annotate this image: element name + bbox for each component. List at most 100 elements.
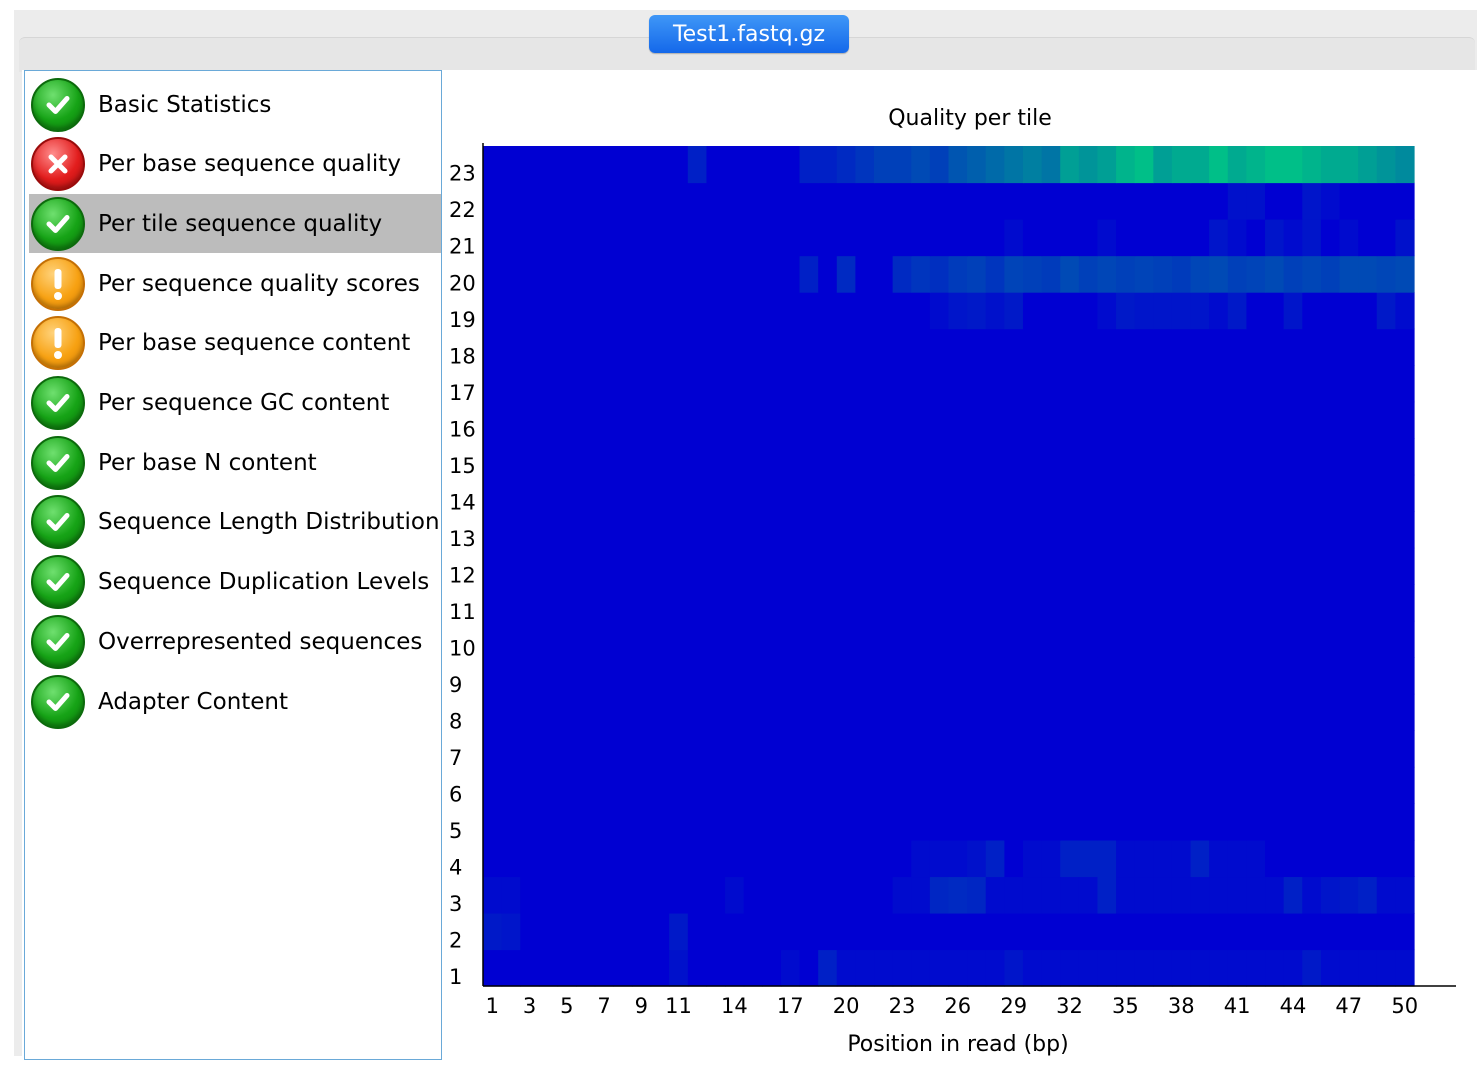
heatmap-cell bbox=[1246, 584, 1266, 622]
heatmap-cell bbox=[706, 474, 726, 512]
heatmap-cell bbox=[911, 292, 931, 330]
heatmap-cell bbox=[576, 401, 596, 439]
heatmap-cell bbox=[855, 182, 875, 220]
heatmap-cell bbox=[1376, 620, 1396, 658]
heatmap-cell bbox=[967, 949, 987, 987]
y-tick-label: 6 bbox=[449, 783, 462, 807]
heatmap-cell bbox=[1078, 839, 1099, 878]
heatmap-cell bbox=[520, 584, 540, 622]
heatmap-cell bbox=[520, 511, 540, 549]
heatmap-cell bbox=[1376, 219, 1396, 257]
heatmap-cell bbox=[818, 584, 838, 622]
heatmap-cell bbox=[1339, 328, 1359, 366]
heatmap-cell bbox=[818, 365, 838, 403]
heatmap-cell bbox=[1320, 730, 1341, 768]
module-item-sequence-duplication-levels[interactable]: Sequence Duplication Levels bbox=[29, 553, 441, 612]
y-tick-label: 2 bbox=[449, 929, 462, 953]
heatmap-cell bbox=[669, 657, 689, 695]
heatmap-cell bbox=[483, 474, 503, 512]
heatmap-cell bbox=[1265, 839, 1285, 878]
heatmap-cell bbox=[1283, 803, 1303, 841]
heatmap-cell bbox=[836, 620, 856, 658]
heatmap-cell bbox=[687, 511, 708, 549]
heatmap-cell bbox=[1190, 839, 1210, 878]
heatmap-cell bbox=[1376, 547, 1396, 585]
heatmap-cell bbox=[1134, 876, 1154, 914]
heatmap-cell bbox=[725, 182, 745, 220]
heatmap-cell bbox=[1320, 365, 1341, 403]
heatmap-cell bbox=[967, 182, 987, 220]
heatmap-cell bbox=[538, 584, 559, 622]
heatmap-cell bbox=[1078, 730, 1099, 768]
heatmap-cell bbox=[631, 912, 652, 951]
heatmap-cell bbox=[1060, 766, 1080, 804]
heatmap-cell bbox=[1395, 766, 1415, 804]
module-item-sequence-length-distribution[interactable]: Sequence Length Distribution bbox=[29, 493, 441, 552]
heatmap-cell bbox=[631, 839, 652, 878]
heatmap-cell bbox=[1171, 511, 1192, 549]
heatmap-cell bbox=[743, 876, 763, 914]
module-item-per-base-sequence-quality[interactable]: Per base sequence quality bbox=[29, 135, 441, 194]
heatmap-cell bbox=[1339, 693, 1359, 731]
heatmap-cell bbox=[985, 730, 1005, 768]
heatmap-cell bbox=[1078, 365, 1099, 403]
heatmap-cell bbox=[911, 328, 931, 366]
heatmap-cell bbox=[631, 182, 652, 220]
module-item-per-sequence-quality-scores[interactable]: Per sequence quality scores bbox=[29, 254, 441, 313]
heatmap-cell bbox=[576, 584, 596, 622]
tab-file[interactable]: Test1.fastq.gz bbox=[649, 15, 849, 53]
x-axis-label: Position in read (bp) bbox=[847, 1032, 1068, 1057]
heatmap-cell bbox=[892, 474, 912, 512]
heatmap-cell bbox=[1320, 657, 1341, 695]
heatmap-cell bbox=[892, 584, 912, 622]
heatmap-cell bbox=[1227, 657, 1248, 695]
heatmap-cell bbox=[836, 547, 856, 585]
heatmap-cell bbox=[1078, 949, 1099, 987]
heatmap-cell bbox=[799, 547, 819, 585]
heatmap-cell bbox=[1339, 766, 1359, 804]
module-item-adapter-content[interactable]: Adapter Content bbox=[29, 672, 441, 731]
heatmap-cell bbox=[483, 912, 503, 951]
x-tick-label: 35 bbox=[1112, 994, 1139, 1018]
heatmap-cell bbox=[650, 657, 670, 695]
heatmap-cell bbox=[1153, 839, 1173, 878]
heatmap-cell bbox=[762, 438, 782, 476]
heatmap-cell bbox=[1004, 949, 1024, 987]
heatmap-cell bbox=[1376, 876, 1396, 914]
heatmap-cell bbox=[725, 219, 745, 257]
module-item-per-tile-sequence-quality[interactable]: Per tile sequence quality bbox=[29, 194, 441, 254]
heatmap-cell bbox=[1190, 474, 1210, 512]
heatmap-cell bbox=[1134, 146, 1154, 184]
module-item-per-base-sequence-content[interactable]: Per base sequence content bbox=[29, 314, 441, 373]
heatmap-cell bbox=[1376, 328, 1396, 366]
heatmap-cell bbox=[985, 182, 1005, 220]
heatmap-cell bbox=[1097, 949, 1117, 987]
heatmap-cell bbox=[1022, 292, 1043, 330]
module-item-basic-statistics[interactable]: Basic Statistics bbox=[29, 75, 441, 134]
heatmap-cell bbox=[650, 839, 670, 878]
heatmap-cell bbox=[836, 803, 856, 841]
heatmap-cell bbox=[1302, 949, 1322, 987]
heatmap-cell bbox=[1209, 438, 1229, 476]
heatmap-cell bbox=[1339, 182, 1359, 220]
heatmap-cell bbox=[818, 328, 838, 366]
heatmap-cell bbox=[892, 803, 912, 841]
heatmap-cell bbox=[818, 255, 838, 293]
heatmap-cell bbox=[1339, 547, 1359, 585]
heatmap-cell bbox=[650, 803, 670, 841]
heatmap-cell bbox=[1060, 803, 1080, 841]
module-item-per-sequence-gc-content[interactable]: Per sequence GC content bbox=[29, 374, 441, 433]
y-tick-label: 1 bbox=[449, 965, 462, 989]
module-item-overrepresented-sequences[interactable]: Overrepresented sequences bbox=[29, 612, 441, 671]
heatmap-cell bbox=[780, 839, 801, 878]
heatmap-cell bbox=[1395, 949, 1415, 987]
heatmap-cell bbox=[967, 146, 987, 184]
heatmap-cell bbox=[1004, 766, 1024, 804]
module-item-per-base-n-content[interactable]: Per base N content bbox=[29, 433, 441, 492]
y-tick-label: 3 bbox=[449, 892, 462, 916]
heatmap-cell bbox=[985, 693, 1005, 731]
heatmap-cell bbox=[985, 839, 1005, 878]
x-tick-label: 26 bbox=[944, 994, 971, 1018]
heatmap-cell bbox=[818, 511, 838, 549]
